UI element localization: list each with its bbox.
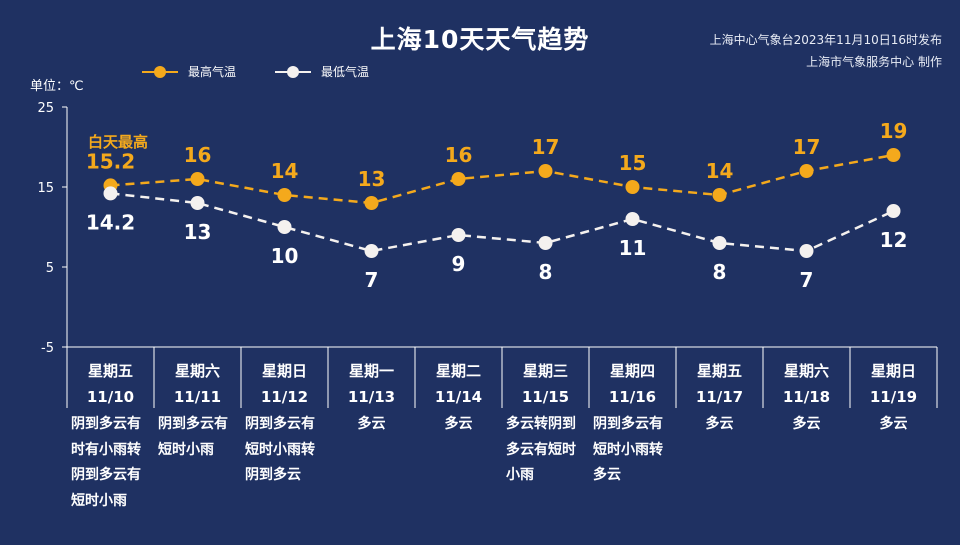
weather-description: 阴到多云有短时小雨	[158, 416, 228, 458]
date-label: 11/13	[348, 388, 395, 406]
low-temp-point	[103, 186, 118, 201]
low-temp-point	[799, 244, 814, 258]
weather-description: 多云	[879, 416, 908, 432]
date-label: 11/15	[522, 388, 569, 406]
low-temp-point	[277, 220, 292, 234]
low-temp-value-label: 7	[365, 268, 379, 292]
weather-description: 多云转阴到多云有短时小雨	[506, 416, 576, 483]
date-label: 11/11	[174, 388, 221, 406]
day-header-table: 星期五 11/10 星期六 11/11 星期日 11/12 星期一 11/13 星期二 11/14…	[66, 347, 938, 408]
date-label: 11/14	[435, 388, 482, 406]
high-temp-point	[538, 164, 553, 178]
y-tick-label: 5	[46, 261, 54, 276]
high-temp-point	[799, 164, 814, 178]
weather-description: 多云	[705, 416, 734, 432]
legend-high-marker	[154, 66, 166, 78]
low-temp-value-label: 8	[539, 260, 553, 284]
weekday-label: 星期六	[175, 362, 220, 380]
legend-low-marker	[287, 66, 299, 78]
low-temp-point	[190, 196, 205, 210]
high-temp-point	[190, 172, 205, 186]
source-line-2: 上海市气象服务中心 制作	[806, 55, 942, 69]
source-line-1: 上海中心气象台2023年11月10日16时发布	[709, 33, 942, 47]
high-temp-value-label: 14	[706, 159, 734, 183]
high-temp-value-label: 16	[445, 143, 473, 167]
annotation-daytime-high: 白天最高	[88, 133, 148, 151]
high-temp-point	[451, 172, 466, 186]
low-temp-value-label: 8	[713, 260, 727, 284]
low-temp-point	[364, 244, 379, 258]
low-temp-point	[712, 236, 727, 250]
y-tick-label: 25	[37, 101, 54, 116]
high-temp-value-label: 13	[358, 167, 386, 191]
weather-description: 阴到多云有短时小雨转多云	[593, 416, 663, 483]
chart-title: 上海10天天气趋势	[370, 25, 590, 54]
date-label: 11/19	[870, 388, 917, 406]
y-tick-label: -5	[41, 341, 54, 356]
weather-description: 多云	[444, 416, 473, 432]
high-temp-point	[364, 196, 379, 210]
high-temp-point	[712, 188, 727, 202]
weekday-label: 星期二	[436, 362, 481, 380]
low-temp-value-label: 14.2	[86, 210, 135, 234]
legend-high-label: 最高气温	[188, 64, 236, 79]
legend: 最高气温 最低气温	[142, 64, 369, 79]
weekday-label: 星期五	[697, 362, 742, 380]
high-temp-value-label: 16	[184, 143, 212, 167]
date-label: 11/17	[696, 388, 743, 406]
weekday-label: 星期三	[523, 362, 568, 380]
high-temp-line	[110, 153, 894, 205]
high-temp-point	[886, 148, 901, 162]
unit-label: 单位：℃	[30, 79, 84, 94]
weather-description: 多云	[792, 416, 821, 432]
low-temp-value-label: 10	[271, 244, 299, 268]
low-temp-value-label: 7	[800, 268, 814, 292]
high-temp-point	[277, 188, 292, 202]
weather-description: 阴到多云有时有小雨转阴到多云有短时小雨	[71, 416, 141, 509]
date-label: 11/12	[261, 388, 308, 406]
weekday-label: 星期五	[88, 362, 133, 380]
date-label: 11/18	[783, 388, 830, 406]
date-label: 11/16	[609, 388, 656, 406]
y-tick-label: 15	[37, 181, 54, 196]
low-temp-value-label: 11	[619, 236, 647, 260]
low-temp-series: 14.2 13 10 7 9 8 11 8 7 12	[86, 186, 908, 292]
low-temp-value-label: 12	[880, 228, 908, 252]
weather-description: 阴到多云有短时小雨转阴到多云	[245, 416, 315, 483]
low-temp-value-label: 13	[184, 220, 212, 244]
weekday-label: 星期日	[262, 362, 307, 380]
low-temp-point	[451, 228, 466, 242]
weekday-label: 星期日	[871, 362, 916, 380]
high-temp-value-label: 14	[271, 159, 299, 183]
high-temp-value-label: 15.2	[86, 149, 135, 173]
high-temp-value-label: 17	[793, 135, 821, 159]
low-temp-point	[538, 236, 553, 250]
low-temp-point	[625, 212, 640, 226]
high-temp-value-label: 15	[619, 151, 647, 175]
weekday-label: 星期六	[784, 362, 829, 380]
high-temp-value-label: 17	[532, 135, 560, 159]
weather-description: 多云	[357, 416, 386, 432]
high-temp-point	[625, 180, 640, 194]
weekday-label: 星期一	[349, 362, 394, 380]
date-label: 11/10	[87, 388, 134, 406]
high-temp-value-label: 19	[880, 119, 908, 143]
low-temp-point	[886, 204, 901, 218]
legend-low-label: 最低气温	[321, 64, 369, 79]
high-temp-series: 15.2 16 14 13 16 17 15 14 17 19	[86, 119, 908, 210]
low-temp-line	[110, 192, 895, 253]
weekday-label: 星期四	[610, 362, 655, 380]
low-temp-value-label: 9	[452, 252, 466, 276]
